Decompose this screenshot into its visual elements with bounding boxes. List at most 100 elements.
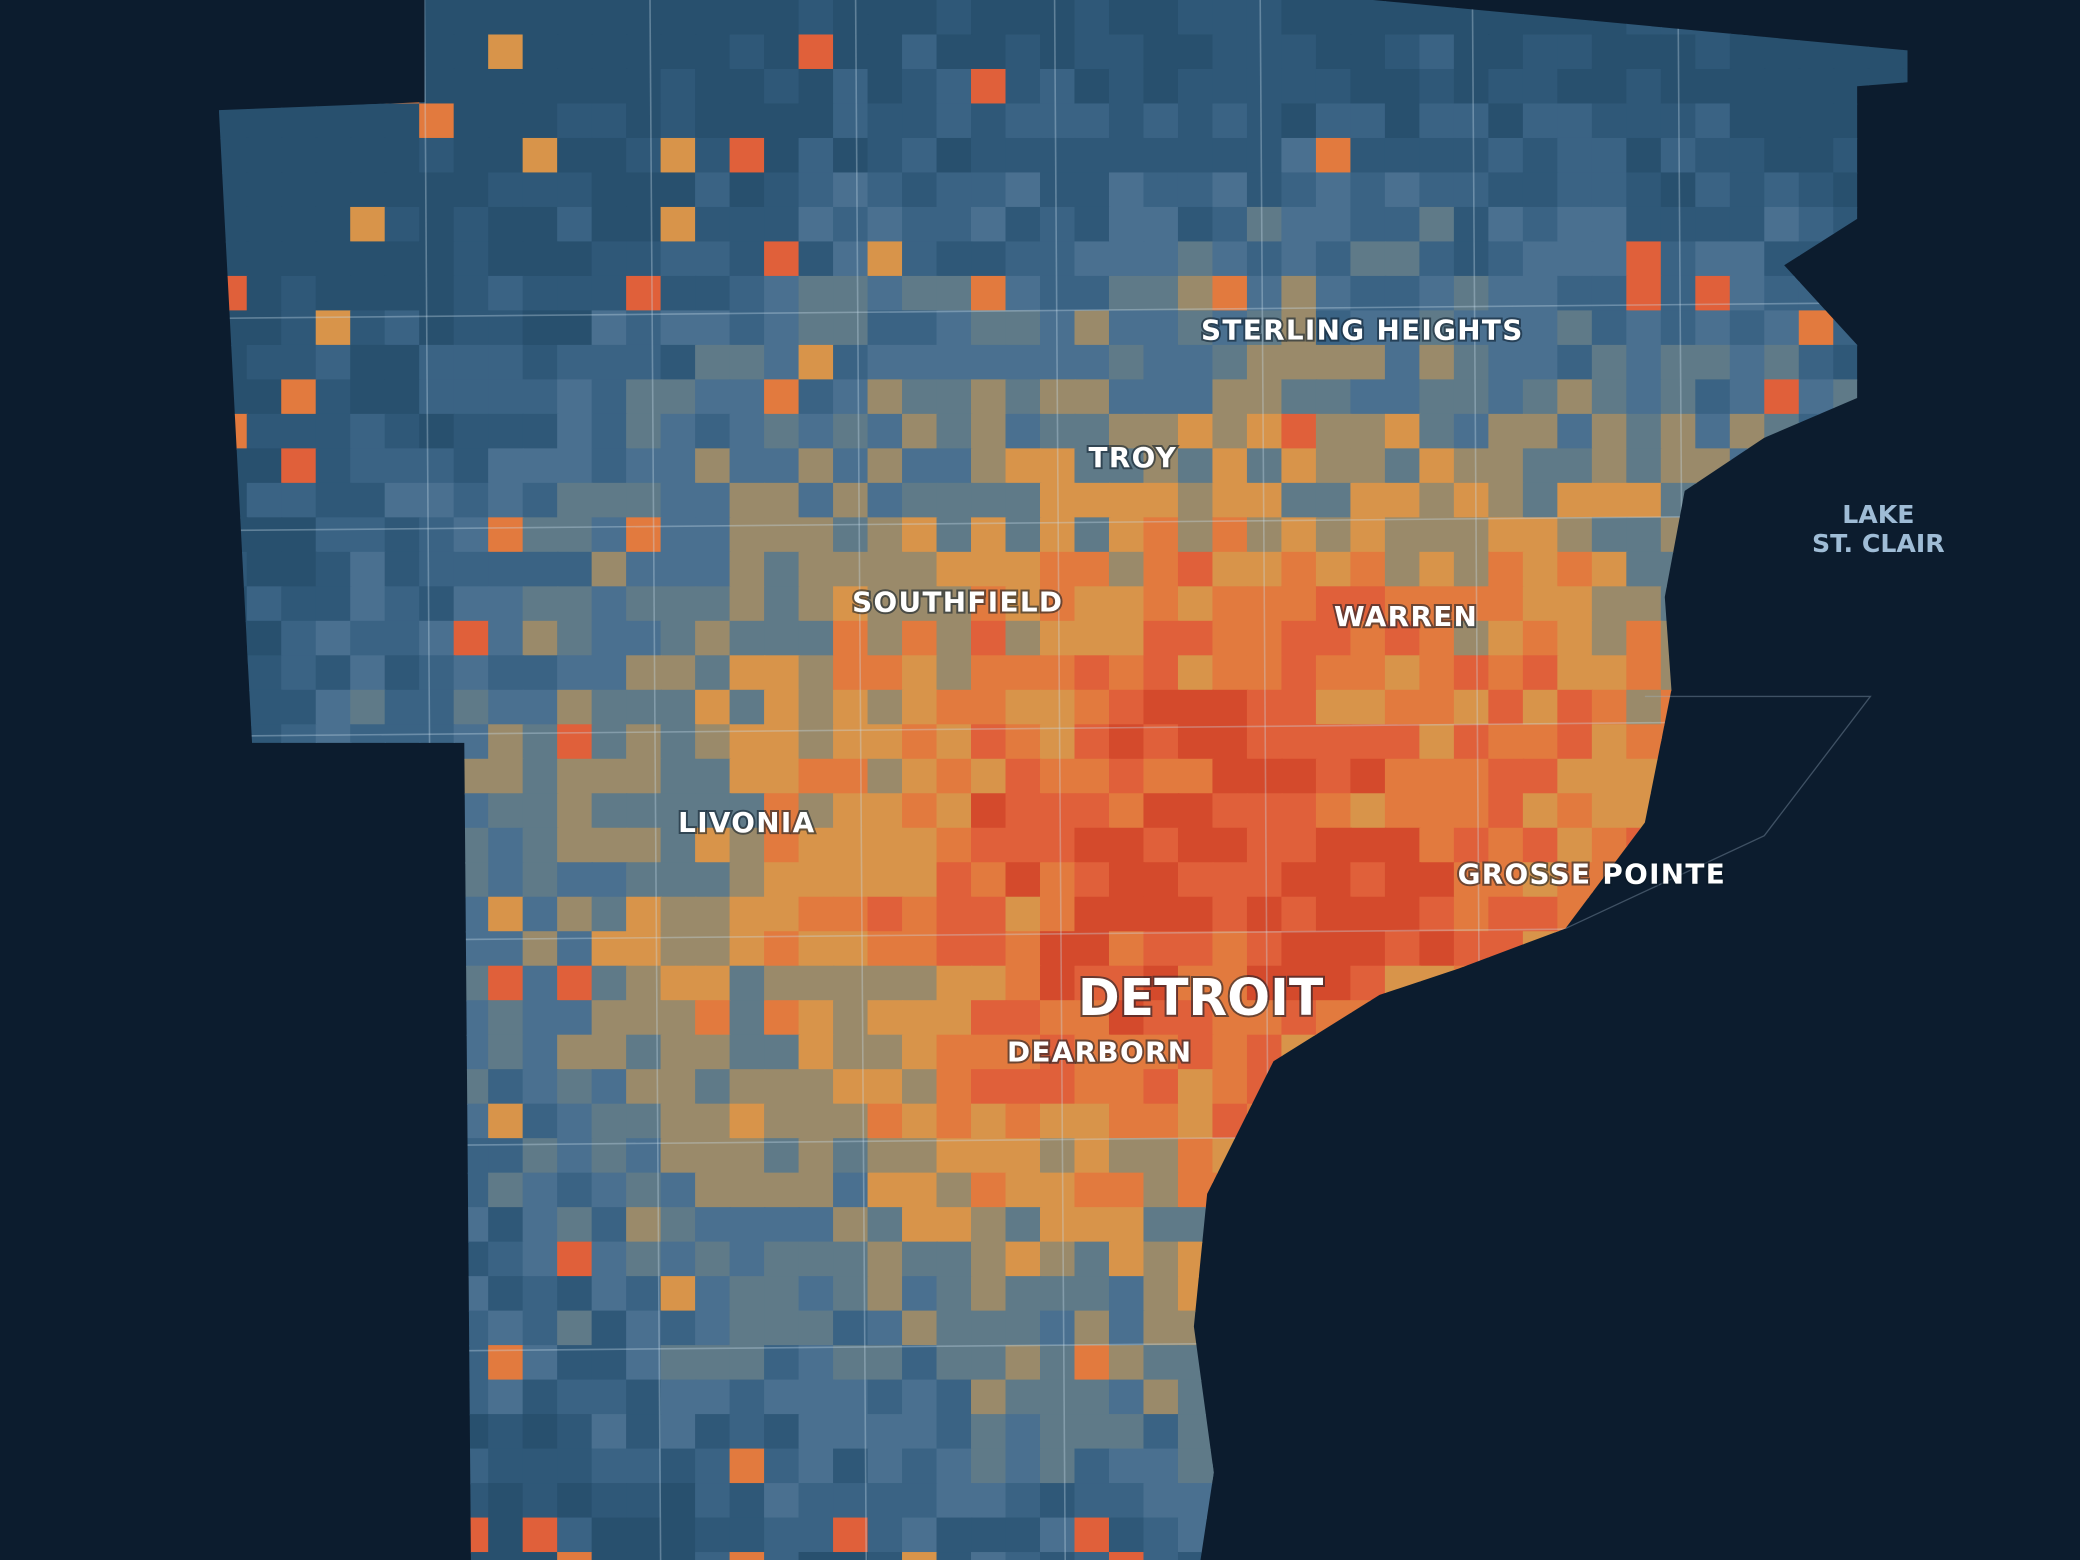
tract [1246,137,1283,174]
tract [695,241,731,278]
tract [350,275,387,312]
tract [1281,758,1318,795]
tract [591,241,628,278]
tract [1419,379,1456,416]
tract [1522,551,1559,588]
tract [1281,724,1318,761]
tract [1005,344,1042,381]
township-line [218,719,1908,738]
tract [1522,862,1559,899]
tract [902,68,938,105]
tract [1177,758,1214,795]
tract [1246,827,1283,864]
tract [1246,241,1283,278]
tract [1419,896,1456,933]
tract [695,310,731,347]
tract [1074,482,1111,519]
tract [1729,275,1766,312]
tract [660,896,697,933]
tract [833,758,869,795]
tract [764,1483,800,1519]
tract [315,310,352,347]
tract [1695,172,1732,209]
tract [660,1552,697,1560]
tract [1005,0,1042,36]
tract [626,310,662,347]
tract [1108,931,1145,968]
tract [1074,1138,1111,1174]
tract [522,137,559,174]
tract [764,551,800,588]
tract [798,1448,835,1485]
tract [936,517,973,554]
tract [1453,482,1490,519]
tract [419,413,455,450]
tract [350,689,387,726]
tract [557,103,593,140]
tract [1315,689,1352,726]
tract [936,1483,973,1519]
tract [729,1138,766,1174]
tract [660,1379,697,1416]
tract [729,1517,766,1554]
tract [936,1379,973,1416]
tract [522,275,559,312]
tract [1384,517,1421,554]
tract [695,896,731,933]
tract [1108,1034,1145,1071]
tract [1212,68,1249,105]
tract [1453,448,1490,485]
tract [1281,0,1318,36]
tract [1246,413,1283,450]
tract [522,34,559,71]
tract [971,1034,1007,1071]
tract [557,206,593,243]
tract [1212,379,1249,416]
tract [1143,68,1180,105]
tract [522,413,559,450]
tract [281,103,318,140]
tract [218,137,249,174]
tract [798,0,835,36]
tract [384,413,421,450]
tract [1453,172,1490,209]
tract [1040,655,1076,692]
tract [557,1000,593,1037]
tract [1108,0,1145,36]
tract [1315,827,1352,864]
tract [626,0,662,36]
tract [522,1000,559,1037]
tract [1798,137,1835,174]
tract [1074,862,1111,899]
tract [522,827,559,864]
tract [1315,0,1352,36]
tract [591,1000,628,1037]
tract [695,413,731,450]
tract [488,1138,524,1174]
tract [729,206,766,243]
tract [1350,517,1387,554]
tract [453,137,490,174]
tract [971,1552,1007,1560]
tract [1108,1310,1145,1347]
tract [315,413,352,450]
tract [522,1517,559,1554]
tract [695,482,731,519]
tract [764,1310,800,1347]
tract [1177,896,1214,933]
tract [1522,34,1559,71]
tract [1522,310,1559,347]
tract [488,1034,524,1071]
tract [764,1138,800,1174]
tract [660,827,697,864]
tract [1246,310,1283,347]
tract [591,793,628,830]
tract [867,586,904,623]
tract [591,379,628,416]
tract [246,379,283,416]
tract [1143,482,1180,519]
tract [833,551,869,588]
tract [660,1034,697,1071]
tract [1005,793,1042,830]
tract [522,1448,559,1485]
